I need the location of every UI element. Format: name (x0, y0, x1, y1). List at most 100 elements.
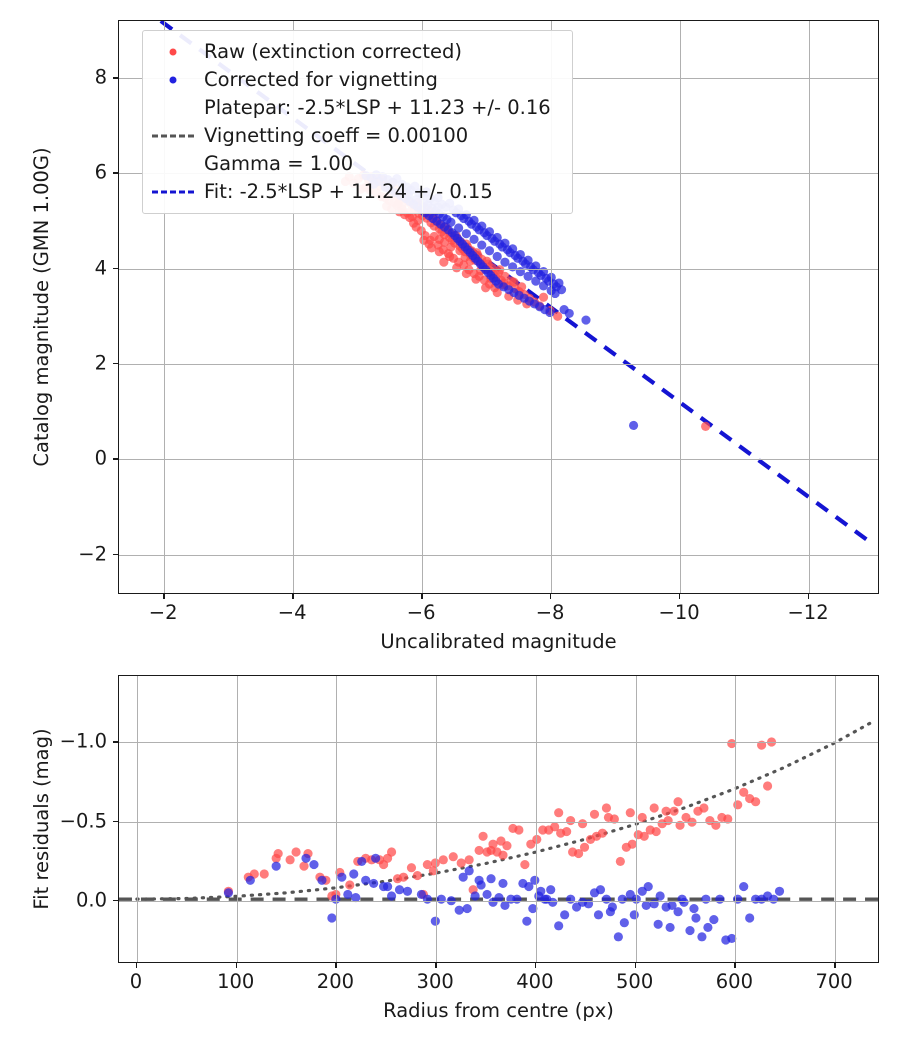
x-tick-mark (292, 594, 294, 599)
x-tick-mark (335, 963, 337, 968)
data-point (273, 849, 283, 859)
data-point (530, 875, 540, 885)
gridline-vertical (835, 676, 837, 962)
data-point (456, 858, 466, 868)
gridline-vertical (293, 21, 295, 593)
data-point (663, 816, 673, 826)
x-tick-label: 0 (129, 970, 143, 993)
data-point (337, 872, 347, 882)
y-tick-label: −1.0 (59, 729, 107, 753)
data-point (436, 894, 446, 904)
data-point (639, 831, 649, 841)
data-point (394, 885, 405, 895)
data-point (745, 913, 755, 923)
data-point (751, 797, 761, 807)
data-point (538, 292, 549, 302)
data-point (500, 271, 510, 281)
data-point (727, 933, 737, 943)
x-tick-mark (135, 963, 138, 968)
data-point (615, 856, 625, 867)
data-point (593, 910, 604, 920)
data-point (685, 926, 695, 936)
data-point (768, 894, 779, 904)
data-point (422, 860, 432, 870)
data-point (577, 819, 588, 829)
data-point (223, 888, 234, 898)
data-point (446, 242, 456, 252)
data-point (509, 277, 519, 287)
data-point (445, 251, 455, 262)
data-point (474, 875, 484, 885)
gridline-horizontal (119, 554, 878, 556)
data-point (500, 257, 510, 267)
data-point (675, 820, 685, 830)
data-point (669, 806, 679, 816)
gridline-vertical (735, 676, 737, 962)
gridline-horizontal (119, 742, 878, 744)
gridline-vertical (551, 21, 553, 593)
data-point (464, 855, 474, 865)
y-tick-label: 2 (94, 351, 107, 375)
x-tick-label: −4 (277, 601, 307, 624)
data-point (285, 855, 295, 865)
data-point (492, 287, 502, 298)
data-point (478, 831, 488, 841)
data-point (488, 839, 498, 849)
gridline-vertical (635, 676, 637, 962)
data-point (464, 866, 474, 876)
legend-item: Gamma = 1.00 (151, 150, 562, 178)
data-point (566, 894, 576, 904)
data-point (462, 904, 472, 914)
data-point (538, 281, 549, 291)
legend-label: Gamma = 1.00 (204, 151, 354, 175)
data-point (653, 919, 663, 929)
legend-item: Corrected for vignetting (151, 66, 562, 94)
x-tick-mark (550, 594, 552, 599)
data-point (601, 803, 612, 813)
x-tick-label: 100 (217, 970, 255, 993)
y-axis-label: Catalog magnitude (GMN 1.00G) (30, 147, 53, 467)
gridline-horizontal (119, 268, 878, 270)
data-point (673, 907, 683, 917)
data-point (546, 885, 556, 895)
data-point (703, 922, 713, 932)
x-tick-mark (235, 963, 238, 968)
data-point (494, 893, 504, 903)
data-point (448, 852, 458, 862)
gridline-vertical (436, 676, 438, 962)
y-tick-mark (113, 741, 118, 743)
data-point (601, 894, 612, 904)
data-point (597, 828, 608, 838)
data-point (701, 421, 711, 431)
data-point (727, 738, 737, 749)
legend-dash-vignetting-icon (151, 126, 195, 146)
data-point (351, 893, 361, 903)
vignetting-curve (135, 719, 875, 901)
data-point (327, 913, 337, 923)
data-point (661, 806, 671, 816)
y-tick-mark (113, 77, 118, 79)
data-point (454, 905, 464, 915)
x-axis-label: Uncalibrated magnitude (380, 630, 617, 653)
data-point (357, 856, 367, 867)
data-point (477, 240, 487, 250)
data-point (514, 825, 524, 835)
data-point (349, 869, 359, 879)
data-point (245, 875, 255, 885)
y-tick-mark (113, 172, 118, 174)
y-tick-label: 0.0 (75, 887, 107, 911)
gridline-horizontal (119, 363, 878, 365)
data-point (299, 861, 309, 871)
data-point (379, 860, 389, 870)
data-point (701, 894, 711, 904)
data-point (581, 315, 591, 325)
x-tick-label: −12 (787, 601, 829, 624)
data-point (439, 257, 449, 267)
data-point (762, 781, 773, 791)
data-point (625, 808, 635, 818)
data-point (424, 239, 434, 249)
data-point (554, 921, 564, 931)
data-point (439, 237, 450, 247)
y-tick-mark (113, 458, 118, 460)
